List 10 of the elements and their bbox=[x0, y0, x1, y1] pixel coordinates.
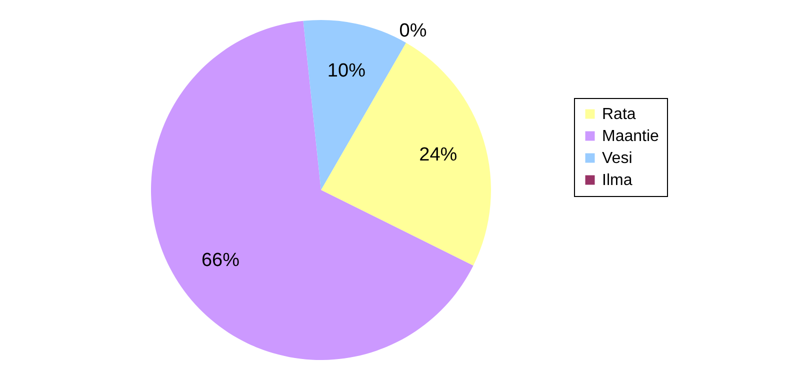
data-label: 24% bbox=[419, 144, 458, 166]
legend-label: Maantie bbox=[602, 128, 660, 145]
data-label: 10% bbox=[327, 60, 366, 82]
pie-slice bbox=[151, 20, 474, 360]
pie-slice bbox=[321, 42, 491, 266]
legend-label: Rata bbox=[602, 106, 636, 123]
legend-label: Ilma bbox=[602, 172, 632, 189]
data-label: 66% bbox=[201, 250, 240, 271]
legend-label: Vesi bbox=[602, 150, 632, 167]
text: 0% bbox=[399, 20, 427, 42]
